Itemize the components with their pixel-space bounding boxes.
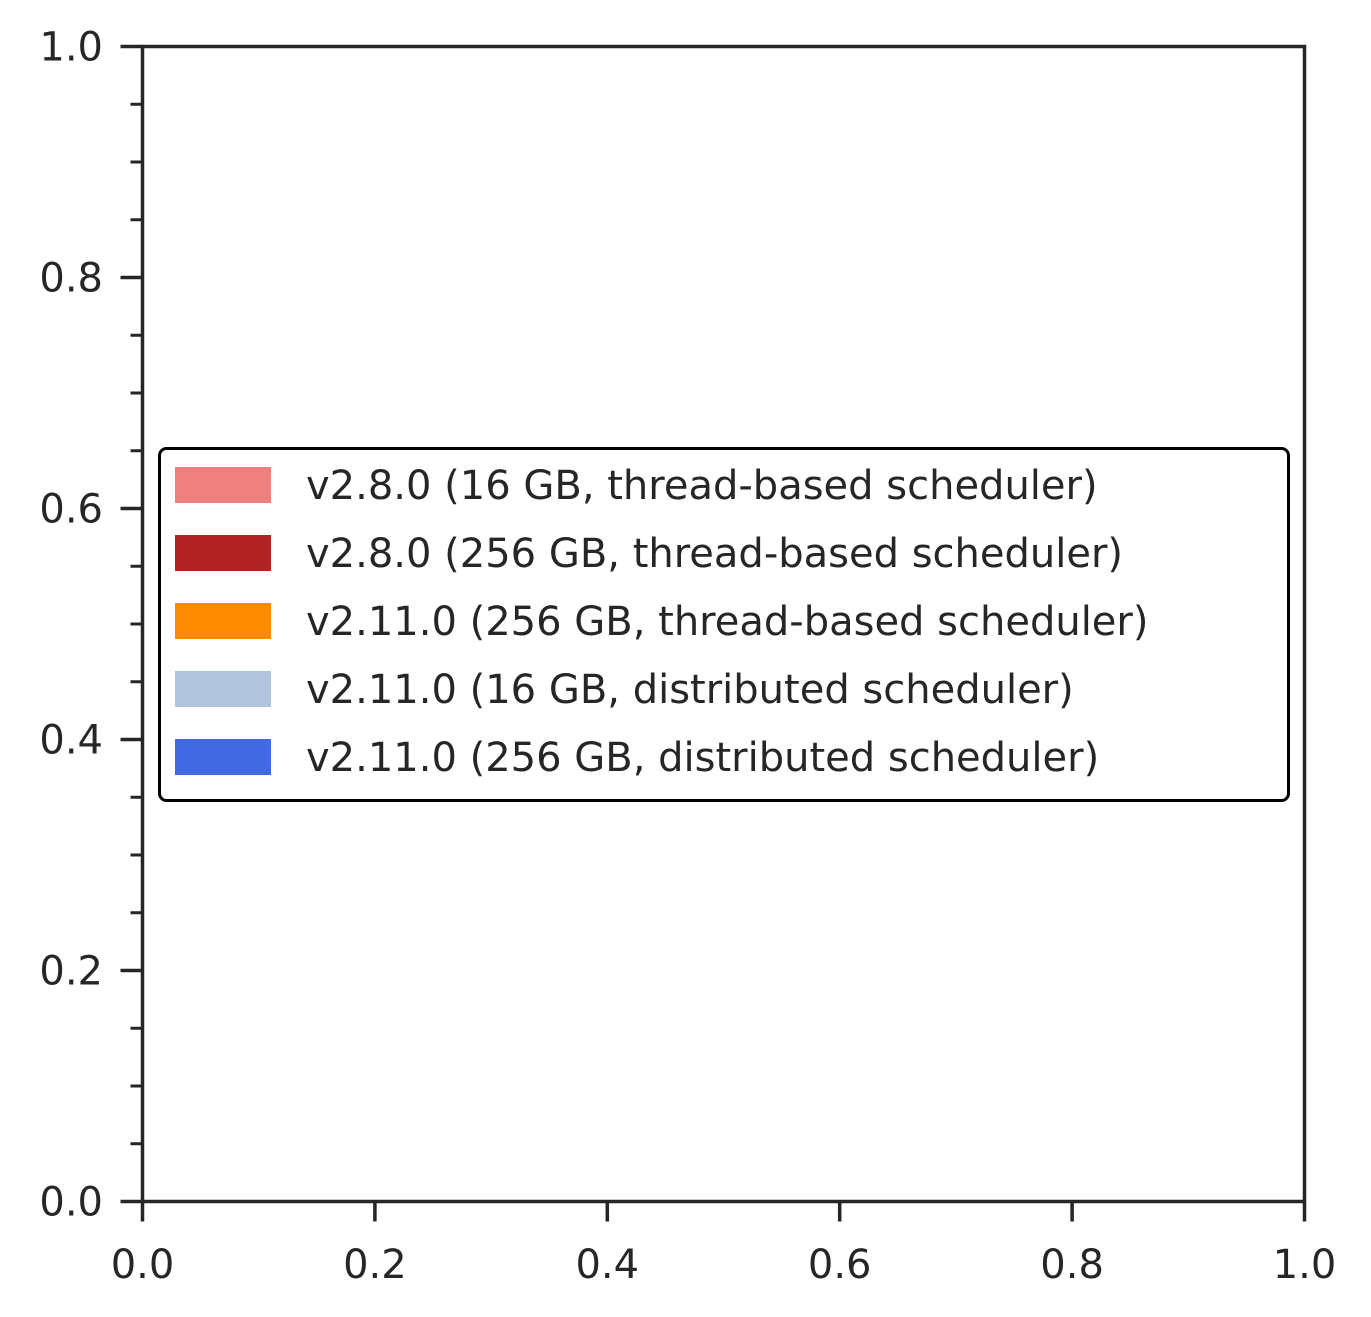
y-tick-label: 0.4 <box>39 718 103 764</box>
y-tick-label: 0.6 <box>39 487 103 533</box>
legend-label: v2.11.0 (256 GB, thread-based scheduler) <box>306 599 1148 645</box>
y-tick-label: 0.8 <box>39 256 103 302</box>
legend-swatch <box>175 535 271 571</box>
legend: v2.8.0 (16 GB, thread-based scheduler) v2… <box>158 447 1290 802</box>
legend-frame <box>158 447 1290 802</box>
axis-ticks: 0.0 0.2 0.4 0.6 0.8 1.0 0.0 0.2 0.4 0.6 0.8 1.0 <box>39 25 1336 1289</box>
plot-frame <box>140 44 1307 1204</box>
x-tick-label: 0.8 <box>1040 1242 1104 1288</box>
x-tick-label: 0.0 <box>111 1242 175 1288</box>
x-tick-label: 0.6 <box>808 1242 872 1288</box>
legend-swatch <box>175 467 271 503</box>
y-tick-label: 0.0 <box>39 1180 103 1226</box>
legend-label: v2.8.0 (256 GB, thread-based scheduler) <box>306 531 1123 577</box>
legend-swatch <box>175 739 271 775</box>
legend-label: v2.8.0 (16 GB, thread-based scheduler) <box>306 463 1098 509</box>
legend-swatch <box>175 671 271 707</box>
y-tick-label: 1.0 <box>39 25 103 71</box>
y-tick-label: 0.2 <box>39 949 103 995</box>
legend-swatch <box>175 603 271 639</box>
legend-label: v2.11.0 (16 GB, distributed scheduler) <box>306 667 1074 713</box>
x-tick-label: 0.2 <box>343 1242 407 1288</box>
x-tick-label: 1.0 <box>1273 1242 1337 1288</box>
x-tick-label: 0.4 <box>575 1242 639 1288</box>
legend-label: v2.11.0 (256 GB, distributed scheduler) <box>306 735 1099 781</box>
